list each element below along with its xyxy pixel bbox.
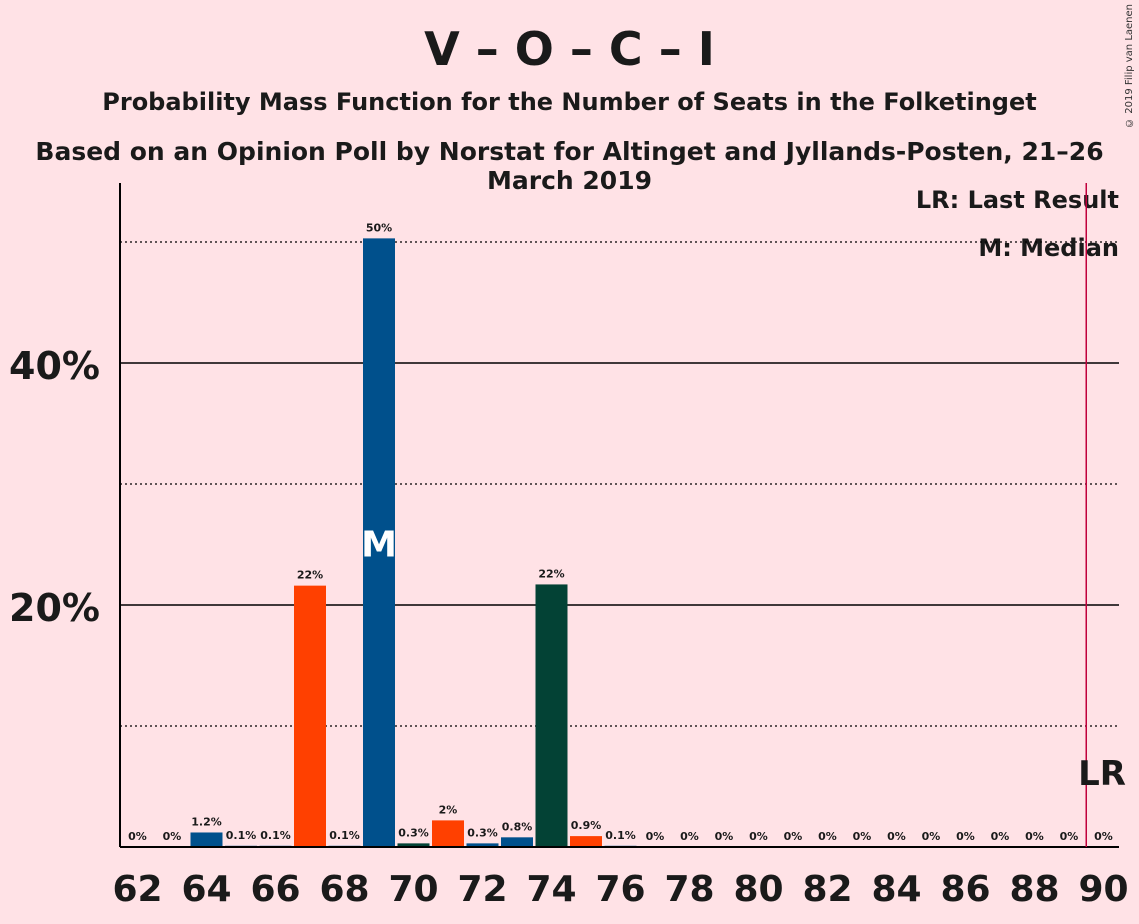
bar-value-label: 0% xyxy=(991,830,1010,843)
bar-value-label: 0% xyxy=(887,830,906,843)
bar-value-label: 1.2% xyxy=(191,815,222,828)
x-tick-label: 80 xyxy=(733,869,783,910)
x-tick-label: 64 xyxy=(181,869,231,910)
bar-value-label: 0% xyxy=(163,830,182,843)
bar-seat-74 xyxy=(535,584,568,847)
x-tick-label: 90 xyxy=(1078,869,1128,910)
bar-seat-73 xyxy=(501,837,533,847)
bar-value-label: 0% xyxy=(1094,830,1113,843)
bar-value-label: 0.3% xyxy=(467,826,498,839)
bar-value-label: 22% xyxy=(297,569,323,582)
bar-value-label: 0.9% xyxy=(571,819,602,832)
bar-value-label: 0% xyxy=(956,830,975,843)
chart-source: Based on an Opinion Poll by Norstat for … xyxy=(35,137,1104,195)
bar-value-label: 0% xyxy=(646,830,665,843)
x-tick-label: 76 xyxy=(595,869,645,910)
bar-seat-67 xyxy=(294,585,326,847)
bar-seat-75 xyxy=(570,836,602,847)
bar-value-label: 0% xyxy=(715,830,734,843)
x-tick-label: 78 xyxy=(664,869,714,910)
x-tick-label: 84 xyxy=(871,869,921,910)
bar-value-label: 0.1% xyxy=(260,829,291,842)
x-tick-label: 66 xyxy=(250,869,300,910)
x-tick-label: 72 xyxy=(457,869,507,910)
bar-value-label: 0.1% xyxy=(226,829,257,842)
bar-seat-72 xyxy=(466,843,499,847)
bar-value-label: 0% xyxy=(853,830,872,843)
bar-seat-64 xyxy=(190,832,223,847)
legend-last-result: LR: Last Result xyxy=(915,186,1119,214)
x-tick-label: 88 xyxy=(1009,869,1059,910)
bar-value-label: 0% xyxy=(818,830,837,843)
bar-value-label: 0% xyxy=(784,830,803,843)
bar-value-label: 0.1% xyxy=(605,829,636,842)
bar-value-label: 0.1% xyxy=(329,829,360,842)
chart-subtitle: Probability Mass Function for the Number… xyxy=(102,88,1037,116)
x-tick-label: 74 xyxy=(526,869,576,910)
bar-value-label: 0.3% xyxy=(398,826,429,839)
x-tick-label: 86 xyxy=(940,869,990,910)
bar-value-label: 50% xyxy=(366,221,392,234)
x-tick-label: 62 xyxy=(112,869,162,910)
bar-seat-71 xyxy=(432,820,464,847)
bar-value-label: 22% xyxy=(538,567,564,580)
bar-value-label: 0% xyxy=(1025,830,1044,843)
bar-value-label: 0.8% xyxy=(502,820,533,833)
chart-title: V – O – C – I xyxy=(424,22,715,76)
bar-value-label: 2% xyxy=(439,803,458,816)
bar-seat-70 xyxy=(397,843,430,847)
bar-seat-69 xyxy=(363,238,395,847)
bar-value-label: 0% xyxy=(680,830,699,843)
bar-value-label: 0% xyxy=(128,830,147,843)
bar-value-label: 0% xyxy=(1060,830,1079,843)
y-tick-label: 20% xyxy=(9,586,100,630)
legend-median: M: Median xyxy=(978,234,1119,262)
bar-value-label: 0% xyxy=(922,830,941,843)
median-marker: M xyxy=(361,525,397,566)
x-tick-label: 70 xyxy=(388,869,438,910)
bar-value-label: 0% xyxy=(749,830,768,843)
y-tick-label: 40% xyxy=(9,344,100,388)
last-result-marker: LR xyxy=(1078,754,1126,794)
x-tick-label: 82 xyxy=(802,869,852,910)
x-tick-label: 68 xyxy=(319,869,369,910)
